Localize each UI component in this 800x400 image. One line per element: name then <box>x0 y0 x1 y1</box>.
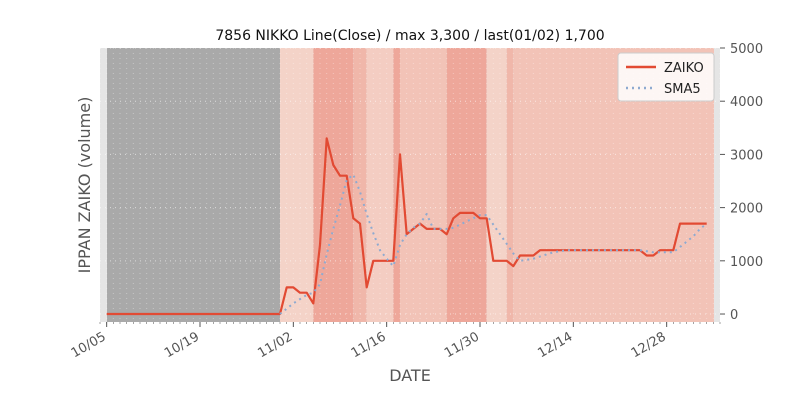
x-tick-label: 10/19 <box>162 329 202 361</box>
background-band <box>367 48 394 322</box>
y-axis-label: IPPAN ZAIKO (volume) <box>75 97 94 274</box>
background-band <box>447 48 487 322</box>
x-tick-label: 11/16 <box>349 329 389 361</box>
x-tick-label: 11/30 <box>442 329 482 361</box>
legend-label-zaiko: ZAIKO <box>664 61 704 76</box>
y-tick-label: 4000 <box>730 95 763 110</box>
background-band <box>487 48 507 322</box>
y-tick-label: 3000 <box>730 148 763 163</box>
background-band <box>353 48 366 322</box>
legend: ZAIKO SMA5 <box>618 53 714 101</box>
chart-title: 7856 NIKKO Line(Close) / max 3,300 / las… <box>215 28 604 44</box>
background-band <box>107 48 280 322</box>
background-band <box>400 48 447 322</box>
x-tick-label: 10/05 <box>69 329 109 361</box>
y-tick-label: 0 <box>730 308 738 323</box>
x-tick-label: 12/28 <box>629 329 669 361</box>
y-tick-label: 1000 <box>730 255 763 270</box>
background-band <box>507 48 514 322</box>
y-tick-label: 2000 <box>730 202 763 217</box>
y-axis: 0 1000 2000 3000 4000 5000 <box>720 42 763 323</box>
x-axis-label: DATE <box>389 366 431 385</box>
y-tick-label: 5000 <box>730 42 763 57</box>
x-axis: 10/05 10/19 11/02 11/16 11/30 12/14 12/28 <box>69 322 720 361</box>
legend-label-sma5: SMA5 <box>664 82 701 97</box>
x-tick-label: 11/02 <box>255 329 295 361</box>
background-band <box>280 48 313 322</box>
x-tick-label: 12/14 <box>535 329 575 361</box>
